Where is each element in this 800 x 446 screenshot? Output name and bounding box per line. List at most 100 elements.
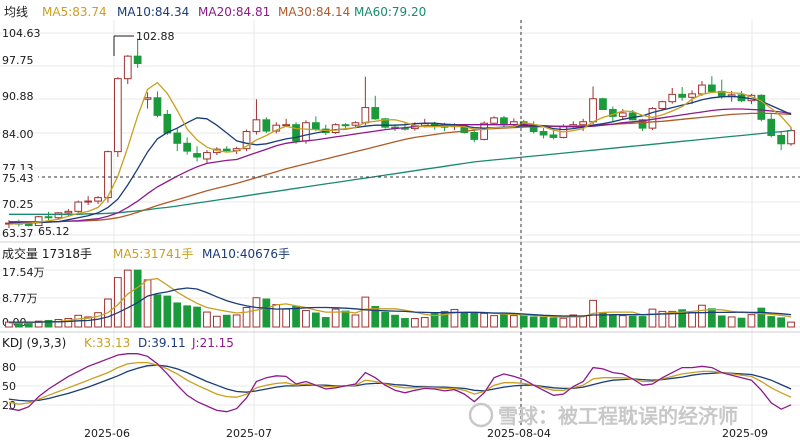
volume-bar — [727, 316, 736, 328]
volume-bar — [678, 309, 687, 328]
date-label: 2025-08-04 — [487, 427, 551, 440]
volume-bar — [539, 316, 548, 328]
volume-bar — [519, 315, 528, 328]
volume-bar — [628, 315, 637, 328]
volume-bar — [302, 309, 310, 328]
candle-body — [292, 124, 300, 142]
volume-bar — [579, 315, 588, 328]
candle-body — [599, 98, 607, 111]
volume-bar — [559, 317, 568, 328]
candle-body — [787, 130, 795, 145]
candlestick-series[interactable] — [5, 38, 795, 228]
volume-bar — [688, 312, 696, 328]
volume-bar — [183, 305, 192, 328]
volume-tick-label: 8.77万 — [2, 292, 38, 305]
volume-bar — [203, 311, 211, 328]
candle-body — [74, 201, 83, 212]
volume-bar — [658, 310, 667, 328]
kdj-legend-label: KDJ (9,3,3) — [2, 336, 66, 350]
volume-bar — [133, 269, 142, 328]
candle-body — [262, 119, 271, 132]
candle-body — [500, 117, 508, 126]
volume-bar — [14, 322, 23, 328]
volume-bar — [490, 315, 498, 328]
volume-bar — [707, 308, 716, 328]
volume-bar — [638, 316, 647, 328]
candle-body — [361, 107, 370, 124]
volume-bar — [242, 307, 251, 328]
watermark-logo-icon — [468, 402, 494, 428]
volume-bar — [361, 296, 370, 328]
candle-body — [579, 121, 588, 126]
date-label: 2025-06 — [84, 427, 130, 440]
kdj-d-line — [8, 364, 792, 402]
volume-bar — [757, 307, 766, 328]
candle-body — [381, 118, 390, 128]
volume-bar — [351, 314, 360, 328]
volume-bar — [698, 304, 706, 328]
watermark: 雪球：被工程耽误的经济师 — [468, 402, 738, 428]
volume-bar — [292, 305, 300, 328]
candle-body — [331, 124, 340, 134]
candle-body — [24, 223, 33, 227]
volume-legend-label: 成交量 17318手 — [2, 246, 92, 261]
candle-body — [242, 131, 251, 150]
crosshair-price-box — [0, 170, 38, 185]
volume-bar — [232, 314, 241, 328]
volume-bar-series[interactable] — [5, 269, 795, 328]
candle-body — [44, 216, 53, 219]
candle-body — [143, 97, 152, 100]
ma20-legend: MA20:84.81 — [198, 5, 270, 19]
candle-body — [123, 55, 132, 80]
ma5-line — [8, 81, 792, 225]
volume-bar — [34, 320, 43, 328]
candle-body — [311, 122, 320, 130]
candle-body — [64, 210, 73, 214]
ma10-legend: MA10:84.34 — [117, 5, 189, 19]
candle-body — [252, 119, 261, 133]
volume-bar — [480, 312, 489, 328]
kdj-j-line — [8, 353, 792, 413]
candle-body — [54, 212, 63, 219]
ma30-legend: MA30:84.14 — [278, 5, 350, 19]
candle-body — [173, 132, 182, 144]
candle-body — [371, 107, 380, 120]
volume-ma-lines — [8, 277, 792, 324]
kdj-k-legend: K:33.13 — [84, 336, 130, 350]
price-tick-label: 63.37 — [2, 227, 34, 240]
date-label: 2025-07 — [226, 427, 272, 440]
candle-body — [113, 78, 122, 153]
kdj-lines — [8, 353, 792, 413]
candle-body — [302, 122, 310, 142]
volume-bar — [608, 314, 617, 328]
volume-bar — [450, 308, 459, 328]
volume-bar — [272, 304, 281, 328]
candle-body — [222, 148, 231, 152]
price-tick-label: 70.25 — [2, 198, 34, 211]
volume-bar — [618, 315, 627, 328]
volume-bar — [143, 279, 152, 328]
volume-bar — [252, 297, 261, 328]
ma60-line — [8, 129, 792, 215]
volume-bar — [54, 319, 63, 328]
volume-bar — [371, 306, 380, 328]
volume-bar — [341, 310, 350, 328]
volume-bar — [668, 310, 677, 328]
candle-body — [153, 97, 162, 116]
volume-bar — [529, 316, 538, 328]
watermark-text: 雪球：被工程耽误的经济师 — [498, 404, 738, 428]
date-axis: 2025-06 2025-07 2025-08-04 2025-09 — [84, 426, 768, 442]
candle-body — [698, 84, 706, 95]
candle-body — [94, 197, 102, 202]
volume-bar — [24, 322, 33, 328]
volume-bar — [222, 314, 231, 328]
ma60-legend: MA60:79.20 — [354, 5, 426, 19]
volume-bar — [391, 314, 399, 328]
candle-body — [490, 117, 498, 124]
ma30-line — [8, 112, 792, 223]
volume-bar — [193, 306, 201, 328]
volume-bar — [311, 312, 320, 328]
candle-body — [470, 132, 479, 140]
